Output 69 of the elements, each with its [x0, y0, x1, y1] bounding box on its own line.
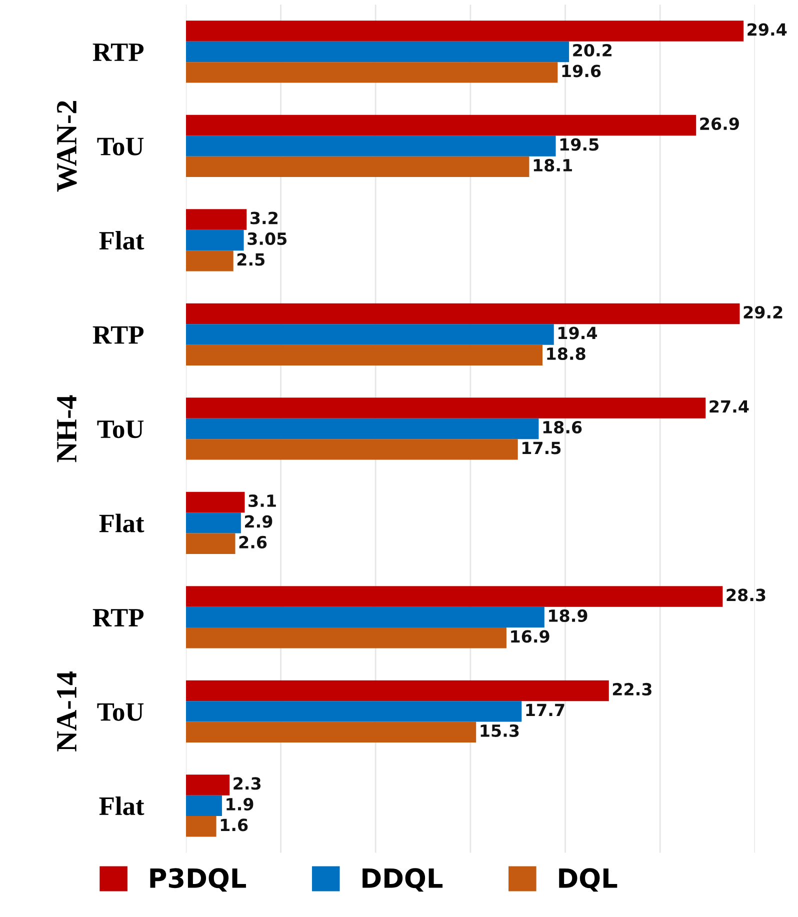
bar [186, 324, 554, 345]
data-label: 1.6 [220, 818, 248, 832]
data-label: 2.3 [234, 777, 261, 790]
bar [186, 250, 234, 272]
data-label: 22.3 [612, 682, 652, 696]
data-label: 18.6 [543, 420, 582, 434]
data-label: 29.4 [748, 23, 787, 36]
bar [186, 701, 522, 722]
bar [186, 816, 216, 837]
data-label: 19.5 [560, 138, 598, 151]
data-label: 3.05 [248, 232, 287, 246]
bar [186, 774, 230, 796]
data-label: 19.4 [558, 326, 598, 340]
y-tick-label: ToU [97, 420, 144, 438]
bar [186, 398, 706, 418]
data-label: 15.3 [480, 724, 519, 738]
bar [186, 136, 556, 156]
y-tick-label: ToU [97, 138, 144, 156]
bar [186, 230, 244, 251]
text: NA-14 [57, 671, 76, 752]
bar [186, 680, 609, 702]
data-label: 2.5 [237, 253, 264, 266]
data-label: 2.9 [245, 515, 272, 528]
bar [186, 586, 723, 607]
bar [186, 795, 222, 816]
bar [186, 156, 530, 178]
bar [186, 628, 506, 648]
bar [186, 439, 518, 460]
y-tick-label: RTP [92, 44, 144, 61]
y-tick-label: RTP [92, 609, 144, 626]
data-label: 3.2 [250, 212, 278, 224]
bar [186, 209, 247, 230]
bar [186, 41, 570, 62]
bar [186, 418, 539, 440]
bar [186, 533, 236, 554]
text: WAN-2 [56, 101, 77, 192]
data-label: 18.8 [547, 347, 586, 360]
bar [186, 303, 740, 324]
data-label: 18.1 [534, 158, 572, 172]
bar [186, 606, 544, 628]
bar [186, 344, 542, 366]
legend-label: P3DQL [150, 868, 246, 892]
y-tick-label: Flat [99, 231, 144, 250]
bar [186, 512, 241, 534]
data-label: 18.9 [549, 609, 588, 622]
bar [186, 722, 476, 743]
y-tick-label: Flat [99, 514, 144, 532]
data-label: 2.6 [239, 536, 267, 549]
bar [186, 492, 245, 513]
data-label: 29.2 [744, 306, 782, 319]
legend-label: DDQL [362, 868, 443, 892]
y-tick-label: Flat [99, 796, 144, 816]
data-label: 20.2 [573, 44, 612, 57]
bar [186, 114, 696, 136]
legend-label: DQL [559, 868, 618, 892]
data-label: 3.1 [248, 494, 276, 508]
data-label: 26.9 [700, 117, 739, 130]
data-label: 19.6 [562, 64, 601, 78]
data-label: 27.4 [710, 400, 749, 413]
data-label: 16.9 [511, 630, 550, 643]
y-tick-label: ToU [97, 703, 144, 721]
y-tick-label: RTP [92, 326, 144, 344]
data-label: 17.5 [522, 442, 561, 454]
data-label: 1.9 [226, 798, 254, 811]
data-label: 17.7 [526, 704, 564, 716]
data-label: 28.3 [726, 588, 766, 602]
bar [186, 62, 558, 83]
text: NH-4 [57, 395, 76, 462]
bar [186, 20, 744, 42]
